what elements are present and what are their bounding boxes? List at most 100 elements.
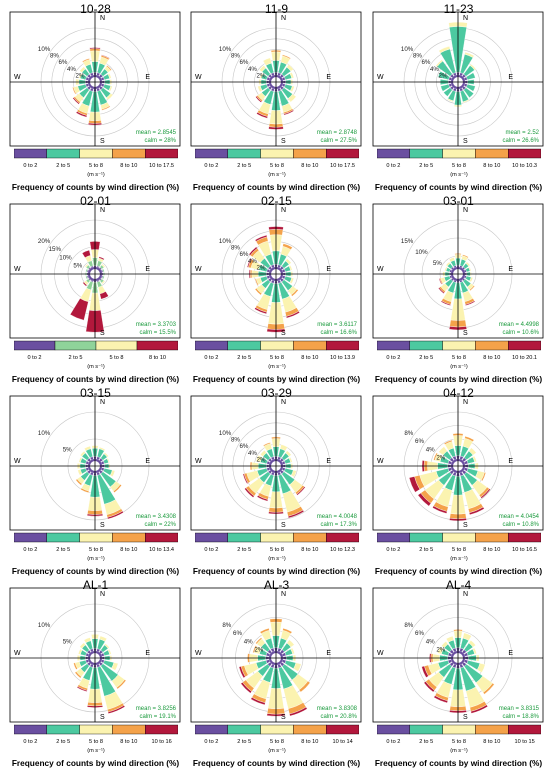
direction-label: N — [281, 207, 286, 214]
petal-segment — [107, 649, 112, 655]
speed-colorbar: 0 to 2 2 to 5 5 to 8 8 to 10 10 to 16 (m s⁻¹) — [14, 724, 178, 754]
ring-label: 10% — [38, 46, 51, 53]
petal-segment — [480, 472, 487, 482]
petal-segment — [254, 278, 259, 286]
unit-label: (m s⁻¹) — [450, 364, 468, 370]
petal-segment — [438, 46, 451, 54]
petal-segment — [259, 65, 267, 73]
speed-colorbar: 0 to 2 2 to 5 5 to 8 8 to 10 10 to 17.5 (m s⁻… — [14, 148, 178, 178]
direction-label: N — [281, 15, 286, 22]
petal-segment — [113, 484, 122, 493]
petal-segment — [441, 641, 449, 649]
ring-label: 5% — [433, 260, 442, 267]
petal-segment — [101, 268, 105, 273]
petal-segment — [482, 682, 495, 695]
colorbar-swatch — [112, 532, 146, 543]
colorbar-label: 8 to 10 — [483, 739, 500, 745]
petal-segment — [447, 98, 454, 103]
calm-label: calm = 18.8% — [502, 714, 539, 720]
colorbar-swatch — [260, 148, 294, 159]
petal-segment — [288, 457, 293, 463]
direction-label: E — [145, 458, 150, 465]
wind-rose-panel: AL-3 N E S W 2% 4% 6% 8% mean = 3.8308 calm = 20.8… — [185, 578, 368, 770]
wind-rose-panel: 10-28 N E S W 2% 4% 6% 8% 10% mean = 2.8545 calm = … — [4, 2, 187, 194]
petal-segment — [244, 487, 255, 498]
ring-label: 10% — [59, 255, 72, 262]
direction-label: S — [463, 522, 468, 529]
petal-segment — [469, 285, 475, 291]
colorbar-swatch — [409, 340, 443, 351]
frequency-title: Frequency of counts by wind direction (%… — [374, 374, 543, 384]
direction-label: N — [100, 591, 105, 598]
colorbar-swatch — [79, 724, 113, 735]
petal-segment — [440, 84, 450, 92]
ring-label: 4% — [67, 66, 76, 73]
colorbar-label: 0 to 2 — [204, 739, 218, 745]
direction-label: E — [145, 74, 150, 81]
direction-label: W — [14, 650, 21, 657]
ring-label: 6% — [239, 251, 248, 258]
frequency-title: Frequency of counts by wind direction (%… — [192, 758, 361, 768]
colorbar-swatch — [260, 532, 294, 543]
petal-segment — [464, 436, 475, 442]
direction-label: E — [145, 650, 150, 657]
colorbar-swatch — [144, 532, 178, 543]
unit-label: (m s⁻¹) — [450, 748, 468, 754]
direction-label: S — [281, 522, 286, 529]
direction-label: W — [14, 266, 21, 273]
petal-segment — [279, 444, 288, 452]
wind-rose-panel: 02-15 N E S W 2% 4% 6% 8% 10% mean = 3.6117 calm = … — [185, 194, 368, 386]
ring-label: 6% — [415, 630, 424, 637]
mean-label: mean = 4.0048 — [317, 514, 358, 520]
direction-label: W — [377, 74, 384, 81]
colorbar-swatch — [136, 340, 178, 351]
calm-label: calm = 10.8% — [502, 522, 539, 528]
colorbar-swatch — [293, 148, 327, 159]
wind-rose-panel: 11-23 N E S W 2% 4% 6% 8% 10% mean = 2.52 calm = 26… — [367, 2, 550, 194]
ring-label: 8% — [404, 430, 413, 437]
ring-label: 15% — [49, 246, 62, 253]
frequency-title: Frequency of counts by wind direction (%… — [192, 374, 361, 384]
wind-rose: N E S W 2%4%6%8% mean = 3.8315 calm = 18.8% — [372, 587, 544, 723]
wind-rose: N E S W 5% 10% mean = 3.4308 calm = 22% — [9, 395, 181, 531]
colorbar-swatch — [293, 724, 327, 735]
ring-label: 10% — [38, 622, 51, 629]
unit-label: (m s⁻¹) — [87, 748, 105, 754]
direction-label: N — [463, 207, 468, 214]
wind-rose-panel: 04-12 N E S W 2% 4% 6% 8% mean = 4.0454 calm = 10.… — [367, 386, 550, 578]
direction-label: W — [195, 74, 202, 81]
unit-label: (m s⁻¹) — [450, 172, 468, 178]
colorbar-label: 0 to 2 — [28, 355, 42, 361]
unit-label: (m s⁻¹) — [87, 172, 105, 178]
colorbar-swatch — [409, 148, 443, 159]
petal-segment — [81, 249, 91, 258]
mean-label: mean = 3.6117 — [317, 322, 357, 328]
petal-segment — [78, 648, 83, 655]
petal-segment — [256, 495, 269, 502]
colorbar-swatch — [293, 340, 327, 351]
colorbar-label: 10 to 16 — [151, 739, 171, 745]
ring-label: 2% — [257, 456, 266, 463]
colorbar-label: 8 to 10 — [149, 355, 166, 361]
petal-segment — [116, 679, 127, 690]
ring-label: 2% — [257, 72, 266, 79]
calm-label: calm = 15.5% — [139, 330, 176, 336]
direction-label: E — [326, 650, 331, 657]
colorbar-swatch — [377, 340, 410, 351]
ring-label: 2% — [436, 647, 445, 654]
unit-label: (m s⁻¹) — [87, 556, 105, 562]
mean-label: mean = 2.8545 — [136, 130, 177, 136]
colorbar-label: 2 to 5 — [237, 163, 251, 169]
mean-label: mean = 2.52 — [505, 130, 539, 136]
direction-label: N — [281, 399, 286, 406]
petal-segment — [82, 58, 90, 63]
colorbar-label: 5 to 8 — [110, 355, 124, 361]
frequency-title: Frequency of counts by wind direction (%… — [11, 182, 180, 192]
colorbar-swatch — [293, 532, 327, 543]
panel-title: 11-9 — [264, 2, 289, 16]
petal-segment — [463, 87, 474, 98]
ring-label: 4% — [248, 450, 257, 457]
petal-segment — [435, 59, 444, 68]
colorbar-label: 2 to 5 — [419, 739, 433, 745]
direction-label: S — [100, 522, 105, 529]
